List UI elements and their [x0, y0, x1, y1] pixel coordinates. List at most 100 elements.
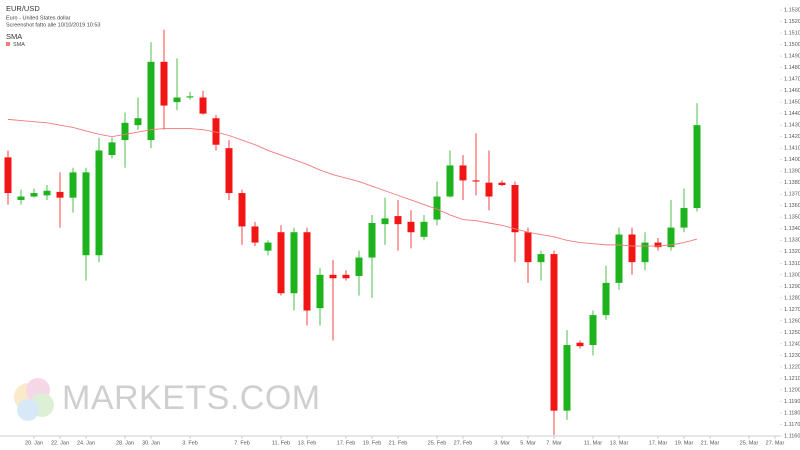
x-tick-label: 3. Mar	[494, 440, 510, 446]
candle-body	[654, 242, 662, 248]
x-tick-label: 17. Feb	[337, 440, 356, 446]
candle-body	[563, 345, 571, 411]
candle-body	[173, 97, 181, 103]
candle-body	[550, 254, 558, 411]
candle-body	[43, 190, 51, 196]
y-tick-label: 1.14600	[784, 88, 800, 94]
y-tick-label: 1.13800	[784, 180, 800, 186]
x-tick-label: 17. Mar	[649, 440, 668, 446]
candle-body	[433, 196, 441, 220]
candle-body	[225, 148, 233, 194]
y-tick-label: 1.12500	[784, 330, 800, 336]
candle-body	[95, 150, 103, 256]
y-tick-label: 1.14400	[784, 111, 800, 117]
y-tick-label: 1.12600	[784, 318, 800, 324]
x-tick-label: 21. Mar	[701, 440, 720, 446]
x-tick-label: 27. Feb	[454, 440, 473, 446]
y-tick-label: 1.13100	[784, 261, 800, 267]
candle-body	[17, 196, 25, 200]
y-tick-label: 1.12300	[784, 353, 800, 359]
candle-body	[680, 208, 688, 228]
candle-body	[459, 165, 467, 181]
y-tick-label: 1.11700	[784, 422, 800, 428]
x-tick-label: 20. Jan	[25, 440, 43, 446]
x-tick-label: 13. Feb	[298, 440, 317, 446]
candle-body	[420, 221, 428, 237]
chart-title: EUR/USD	[6, 4, 40, 13]
y-tick-label: 1.13900	[784, 169, 800, 175]
legend-title: SMA	[6, 32, 22, 41]
y-tick-label: 1.12800	[784, 295, 800, 301]
x-tick-label: 25. Mar	[740, 440, 759, 446]
y-tick-label: 1.14100	[784, 146, 800, 152]
x-tick-label: 7. Mar	[546, 440, 562, 446]
y-tick-label: 1.15300	[784, 7, 800, 13]
candle-body	[524, 232, 532, 263]
candle-body	[589, 315, 597, 346]
y-tick-label: 1.14200	[784, 134, 800, 140]
x-tick-label: 11. Feb	[272, 440, 290, 446]
y-tick-label: 1.12900	[784, 284, 800, 290]
candle-body	[641, 242, 649, 263]
y-tick-label: 1.14500	[784, 100, 800, 106]
candle-body	[602, 282, 610, 316]
x-tick-label: 19. Feb	[363, 440, 382, 446]
y-tick-label: 1.13400	[784, 226, 800, 232]
watermark: MARKETS.COM	[62, 379, 321, 417]
y-tick-label: 1.15000	[784, 42, 800, 48]
plot-area	[4, 29, 701, 435]
candle-body	[407, 221, 415, 233]
x-tick-label: 25. Feb	[428, 440, 447, 446]
y-tick-label: 1.13600	[784, 203, 800, 209]
candle-body	[446, 165, 454, 197]
subtitle: Euro - United States dollar	[6, 15, 71, 21]
candle-body	[186, 96, 194, 98]
x-tick-label: 13. Mar	[610, 440, 629, 446]
candle-body	[264, 242, 272, 251]
y-tick-label: 1.11900	[784, 399, 800, 405]
candle-body	[329, 274, 337, 279]
candle-body	[381, 218, 389, 225]
candle-body	[615, 234, 623, 283]
candle-body	[238, 193, 246, 227]
y-tick-label: 1.11600	[784, 433, 800, 439]
y-tick-label: 1.14900	[784, 54, 800, 60]
x-tick-label: 19. Mar	[675, 440, 694, 446]
y-tick-label: 1.14800	[784, 65, 800, 71]
candle-body	[69, 172, 77, 198]
candle-body	[576, 342, 584, 347]
screenshot-note: Screenshot fatto alle 10/10/2019 10:53	[6, 22, 101, 28]
x-tick-label: 7. Feb	[234, 440, 250, 446]
candle-body	[303, 232, 311, 311]
candle-body	[316, 274, 324, 309]
candle-body	[199, 97, 207, 114]
y-tick-label: 1.14700	[784, 77, 800, 83]
candle-body	[108, 142, 116, 156]
x-tick-label: 11. Mar	[584, 440, 602, 446]
x-tick-label: 28. Jan	[116, 440, 134, 446]
candle-body	[290, 232, 298, 294]
y-tick-label: 1.15200	[784, 19, 800, 25]
candle-body	[56, 191, 64, 198]
x-tick-label: 30. Jan	[142, 440, 160, 446]
candle-body	[628, 234, 636, 263]
candle-body	[277, 232, 285, 294]
x-tick-label: 27. Mar	[766, 440, 785, 446]
y-tick-label: 1.13500	[784, 215, 800, 221]
x-tick-label: 5. Mar	[520, 440, 536, 446]
candle-body	[511, 185, 519, 233]
candle-body	[394, 216, 402, 225]
y-tick-label: 1.12000	[784, 387, 800, 393]
candle-body	[212, 118, 220, 145]
candle-body	[342, 274, 350, 279]
x-tick-label: 24. Jan	[77, 440, 95, 446]
y-tick-label: 1.12200	[784, 364, 800, 370]
y-tick-label: 1.12400	[784, 341, 800, 347]
legend-label: SMA	[13, 42, 25, 48]
candle-body	[30, 193, 38, 197]
candle-body	[667, 227, 675, 248]
candle-body	[485, 182, 493, 197]
y-tick-label: 1.12700	[784, 307, 800, 313]
y-tick-label: 1.11800	[784, 410, 800, 416]
